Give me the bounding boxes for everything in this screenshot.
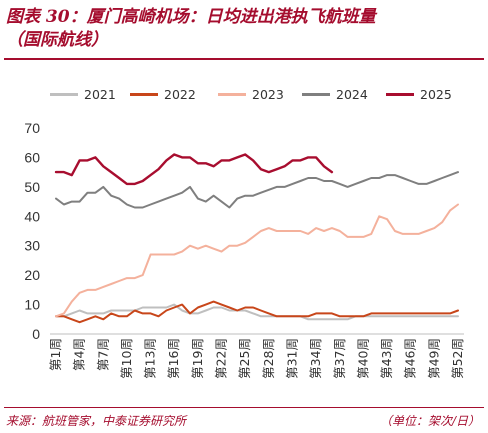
title-divider xyxy=(4,58,484,60)
y-tick-label: 20 xyxy=(24,267,40,283)
series-line-2023 xyxy=(55,203,459,318)
legend-swatch-2021 xyxy=(50,92,78,96)
x-tick-label: 第46周 xyxy=(403,338,418,379)
x-tick-label: 第31周 xyxy=(284,338,299,379)
legend-swatch-2023 xyxy=(218,92,246,96)
y-tick-label: 70 xyxy=(24,120,40,136)
footer-divider xyxy=(4,407,484,408)
unit-note: （单位：架次/日） xyxy=(379,414,480,428)
legend-swatch-2022 xyxy=(130,92,158,96)
x-tick-label: 第13周 xyxy=(143,338,158,379)
legend-label-2023: 2023 xyxy=(252,86,284,102)
legend-item-2021: 2021 xyxy=(50,86,116,102)
x-tick-label: 第28周 xyxy=(261,338,276,379)
x-tick-label: 第40周 xyxy=(355,338,370,379)
series-line-2022 xyxy=(55,300,459,324)
x-tick-label: 第43周 xyxy=(379,338,394,379)
chart-legend: 2021 2022 2023 2024 2025 xyxy=(0,86,488,102)
y-tick-label: 40 xyxy=(24,208,40,224)
line-chart: 0 10 20 30 40 50 60 70 第1周 第4周 第7周 第10周 第13周 第16周 第19周… xyxy=(24,120,465,379)
x-tick-label: 第16周 xyxy=(166,338,181,379)
legend-label-2024: 2024 xyxy=(336,86,368,102)
x-tick-label: 第34周 xyxy=(308,338,323,379)
legend-item-2024: 2024 xyxy=(302,86,368,102)
title-line-2: （国际航线） xyxy=(6,30,108,50)
series-line-2025 xyxy=(54,153,334,186)
legend-label-2021: 2021 xyxy=(84,86,116,102)
legend-item-2025: 2025 xyxy=(386,86,452,102)
x-tick-label: 第49周 xyxy=(426,338,441,379)
legend-label-2025: 2025 xyxy=(420,86,452,102)
legend-item-2023: 2023 xyxy=(218,86,284,102)
legend-label-2022: 2022 xyxy=(164,86,196,102)
y-tick-label: 30 xyxy=(24,238,40,254)
y-tick-label: 10 xyxy=(24,297,40,313)
legend-swatch-2024 xyxy=(302,92,330,96)
x-tick-label: 第1周 xyxy=(48,338,63,371)
x-tick-label: 第19周 xyxy=(190,338,205,379)
series-line-2021 xyxy=(55,303,459,321)
y-tick-label: 60 xyxy=(24,149,40,165)
legend-swatch-2025 xyxy=(386,92,414,96)
series-line-2024 xyxy=(55,171,459,209)
x-tick-label: 第37周 xyxy=(332,338,347,379)
source-note: 来源：航班管家，中泰证券研究所 xyxy=(6,414,187,428)
x-tick-label: 第7周 xyxy=(95,338,110,371)
x-tick-label: 第4周 xyxy=(72,338,87,371)
x-tick-label: 第25周 xyxy=(237,338,252,379)
x-tick-label: 第10周 xyxy=(119,338,134,379)
x-tick-label: 第22周 xyxy=(214,338,229,379)
y-tick-label: 50 xyxy=(24,179,40,195)
y-tick-label: 0 xyxy=(32,326,40,342)
legend-item-2022: 2022 xyxy=(130,86,196,102)
x-tick-label: 第52周 xyxy=(450,338,465,379)
chart-title: 图表 30：厦门高崎机场：日均进出港执飞航班量 （国际航线） xyxy=(6,6,482,52)
title-line-1: 图表 30：厦门高崎机场：日均进出港执飞航班量 xyxy=(6,7,376,27)
